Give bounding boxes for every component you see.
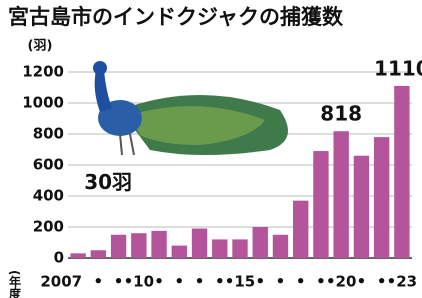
peacock-head bbox=[93, 61, 107, 75]
y-axis-label: (羽) bbox=[28, 39, 53, 54]
page: {"chart_data": {"type": "bar", "title": … bbox=[0, 0, 422, 298]
bar bbox=[212, 239, 227, 258]
chart-title: 宮古島市のインドクジャクの捕獲数 bbox=[8, 5, 344, 29]
x-tick-label: • bbox=[296, 273, 306, 291]
x-tick-label: • bbox=[357, 273, 367, 291]
bar bbox=[333, 131, 348, 258]
bar bbox=[70, 253, 85, 258]
bar bbox=[374, 137, 389, 258]
value-label: 1110 bbox=[374, 56, 422, 80]
x-tick-label: • bbox=[316, 273, 326, 291]
x-tick-label: • bbox=[276, 273, 286, 291]
x-tick-label: • bbox=[377, 273, 387, 291]
x-tick-label: •15 bbox=[225, 273, 255, 291]
bar bbox=[232, 239, 247, 258]
bar bbox=[131, 233, 146, 258]
x-tick-label: • bbox=[114, 273, 124, 291]
chart: 宮古島市のインドクジャクの捕獲数 (羽) (年度) 0 200 400 600 800 1… bbox=[0, 0, 422, 298]
y-tick-label: 1000 bbox=[22, 94, 64, 112]
peacock-leg bbox=[130, 134, 134, 155]
x-tick-label: •23 bbox=[387, 273, 417, 291]
x-tick-label: • bbox=[255, 273, 265, 291]
x-tick-label: • bbox=[215, 273, 225, 291]
bar bbox=[313, 151, 328, 258]
value-label: 30羽 bbox=[84, 170, 132, 194]
y-tick-label: 0 bbox=[54, 249, 64, 267]
value-label: 818 bbox=[320, 102, 362, 126]
x-tick-label: • bbox=[94, 273, 104, 291]
bar bbox=[111, 235, 126, 258]
bar bbox=[192, 229, 207, 258]
y-tick-label: 600 bbox=[33, 156, 64, 174]
peacock-illustration bbox=[93, 61, 288, 155]
x-tick-label: • bbox=[195, 273, 205, 291]
x-tick-label: •20 bbox=[326, 273, 356, 291]
peacock-neck bbox=[95, 70, 112, 112]
peacock-leg bbox=[120, 134, 122, 155]
x-tick-label: •10 bbox=[124, 273, 154, 291]
y-tick-label: 1200 bbox=[22, 63, 64, 81]
bar bbox=[253, 227, 268, 258]
x-tick-label: • bbox=[174, 273, 184, 291]
bar bbox=[273, 235, 288, 258]
bar bbox=[91, 250, 106, 258]
x-axis-label: (年度) bbox=[8, 270, 22, 298]
bar bbox=[354, 156, 369, 258]
y-tick-label: 200 bbox=[33, 218, 64, 236]
x-tick-label: 2007 bbox=[40, 273, 82, 291]
bar bbox=[293, 201, 308, 258]
bar bbox=[172, 246, 187, 258]
bar bbox=[151, 231, 166, 258]
y-tick-label: 400 bbox=[33, 187, 64, 205]
y-tick-label: 800 bbox=[33, 125, 64, 143]
bar bbox=[394, 86, 409, 258]
x-tick-label: • bbox=[154, 273, 164, 291]
